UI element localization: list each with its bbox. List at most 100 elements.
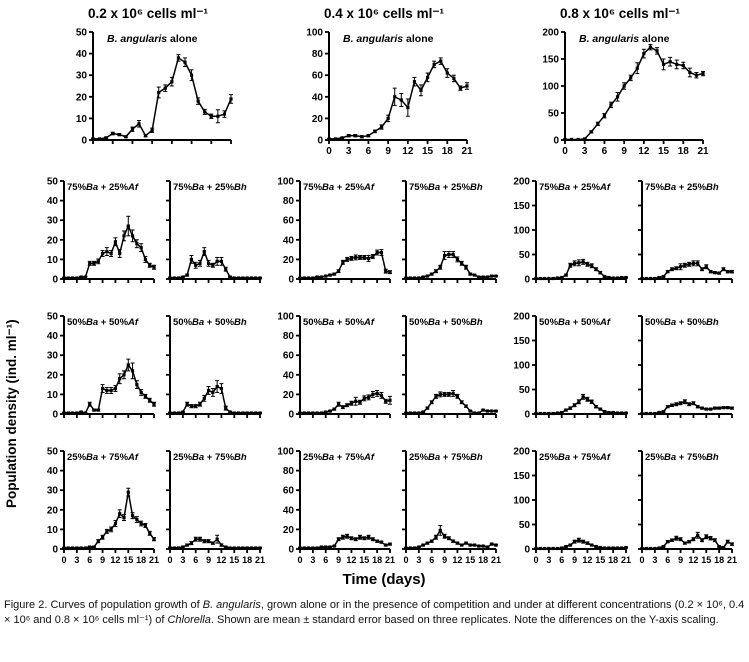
row-75-25: 0 10 20 30 40 50 75%Ba + 25%Af 75%Ba + 25%Bh	[30, 176, 266, 287]
data-points	[298, 250, 392, 280]
axes	[169, 316, 260, 415]
plot-condition-label: 25%Ba + 75%Af	[539, 452, 611, 463]
plot-50-ba-50-af-c2r2-left: 0 50 100 150 200 50%Ba + 50%Af	[513, 312, 628, 421]
y-tick-label: 80	[283, 466, 295, 477]
x-axis: 0 3 6 9 12 15 18 21	[639, 549, 737, 565]
error-bars	[62, 487, 156, 550]
y-tick-label: 80	[283, 331, 295, 342]
column-headers: 0.2 x 10⁶ cells ml⁻¹ 0.4 x 10⁶ cells ml⁻…	[30, 0, 749, 22]
y-tick-label: 20	[312, 114, 324, 125]
row-50-50: 0 50 100 150 200 50%Ba + 50%Af 50%Ba + 50%Bh	[502, 311, 738, 422]
series-line	[536, 539, 627, 550]
y-axis: 0 10 20 30 40 50	[47, 312, 64, 421]
y-tick-label: 150	[542, 55, 559, 66]
x-tick-label: 12	[638, 146, 650, 157]
plot-columns: 0 10 20 30 40 50 B. angularis alone 0 10 20 30 40 5…	[30, 26, 738, 571]
x-axis: 0 3 6 9 12 15 18 21	[297, 549, 395, 565]
x-tick-label: 12	[688, 555, 698, 565]
plot-condition-label: 50%Ba + 50%Af	[303, 317, 375, 328]
plot-condition-label: 50%Ba + 50%Af	[539, 317, 611, 328]
y-tick-label: 0	[288, 410, 294, 421]
y-tick-label: 80	[312, 49, 324, 60]
x-tick-label: 0	[297, 555, 302, 565]
x-tick-label: 0	[61, 555, 66, 565]
y-tick-label: 10	[47, 390, 59, 401]
plot-condition-label: B. angularis alone	[343, 33, 434, 45]
series-line	[406, 253, 496, 279]
column-header-0.2: 0.2 x 10⁶ cells ml⁻¹	[88, 6, 208, 21]
axes	[405, 451, 496, 550]
row-25-75: 0 10 20 30 40 50 0 3 6 9 12 15 18 21 25%Ba + 75%Af 0 3 6 9…	[30, 446, 266, 567]
y-axis: 0 20 40 60 80 100	[277, 447, 300, 556]
column-header-0.8: 0.8 x 10⁶ cells ml⁻¹	[560, 6, 680, 21]
x-tick-label: 21	[385, 555, 395, 565]
y-tick-label: 150	[513, 336, 530, 347]
plot-condition-label: B. angularis alone	[107, 33, 198, 45]
x-tick-label: 18	[136, 555, 146, 565]
x-tick-label: 3	[310, 555, 315, 565]
x-tick-label: 15	[465, 555, 475, 565]
x-tick-label: 9	[336, 555, 341, 565]
column-0.8: 0 50 100 150 200 0 3 6 9 12 15 18 21 B. angularis alo…	[502, 26, 738, 571]
data-points	[640, 400, 734, 416]
series-line	[300, 535, 391, 549]
y-tick-label: 10	[76, 114, 88, 125]
error-bars	[62, 358, 156, 415]
x-tick-label: 6	[559, 555, 564, 565]
x-tick-label: 9	[678, 555, 683, 565]
y-tick-label: 0	[52, 410, 58, 421]
x-tick-label: 21	[149, 555, 159, 565]
x-tick-label: 18	[242, 555, 252, 565]
y-tick-label: 10	[47, 255, 59, 266]
y-axis: 0 50 100 150 200	[542, 28, 565, 147]
x-axis	[535, 414, 627, 418]
x-tick-label: 3	[582, 146, 588, 157]
caption-segment: . Shown are mean ± standard error based …	[210, 613, 719, 626]
y-tick-label: 20	[283, 525, 295, 536]
plot-condition-label: 25%Ba + 75%Bh	[645, 452, 719, 463]
plot-condition-label: 50%Ba + 50%Af	[67, 317, 139, 328]
data-points	[168, 537, 262, 550]
x-tick-label: 0	[639, 555, 644, 565]
y-tick-label: 0	[524, 410, 530, 421]
plot-condition-label: 25%Ba + 75%Af	[303, 452, 375, 463]
plot-condition-label: 75%Ba + 25%Af	[539, 182, 611, 193]
x-axis: 0 3 6 9 12 15 18 21	[326, 140, 473, 157]
row-alone: 0 10 20 30 40 50 B. angularis alone	[30, 26, 266, 158]
plot-75-ba-25-bh-c1r1-right: 75%Ba + 25%Bh	[402, 180, 498, 283]
plot-75-ba-25-bh-c2r1-right: 75%Ba + 25%Bh	[638, 180, 734, 283]
axes	[169, 451, 260, 550]
x-tick-label: 15	[701, 555, 711, 565]
x-axis: 0 3 6 9 12 15 18 21	[167, 549, 265, 565]
y-tick-label: 20	[283, 255, 295, 266]
column-0.2: 0 10 20 30 40 50 B. angularis alone 0 10 20 30 40 5…	[30, 26, 266, 571]
plot-50-ba-50-af-c0r2-left: 0 10 20 30 40 50 50%Ba + 50%Af	[47, 312, 156, 421]
plot-b-angularis-alone-c1r0-left: 0 20 40 60 80 100 0 3 6 9 12 15 18 21 B. angularis alo…	[306, 28, 473, 158]
axes	[564, 32, 703, 141]
plot-condition-label: 50%Ba + 50%Bh	[173, 317, 247, 328]
x-tick-label: 0	[403, 555, 408, 565]
y-axis: 0 20 40 60 80 100	[277, 177, 300, 286]
x-tick-label: 15	[595, 555, 605, 565]
series-line	[300, 392, 391, 414]
y-tick-label: 150	[513, 201, 530, 212]
row-25-75: 0 20 40 60 80 100 0 3 6 9 12 15 18 21 25%Ba + 75%Af 0 3 6…	[266, 446, 502, 567]
caption-segment: Chlorella	[167, 613, 211, 626]
y-tick-label: 100	[306, 28, 323, 39]
x-axis	[63, 414, 155, 418]
series-line	[64, 492, 155, 549]
plot-25-ba-75-bh-c2r3-right: 0 3 6 9 12 15 18 21 25%Ba + 75%Bh	[638, 450, 737, 565]
x-tick-label: 6	[193, 555, 198, 565]
y-tick-label: 40	[47, 196, 59, 207]
data-points	[168, 249, 262, 280]
plot-25-ba-75-bh-c1r3-right: 0 3 6 9 12 15 18 21 25%Ba + 75%Bh	[402, 450, 501, 565]
y-tick-label: 0	[524, 545, 530, 556]
y-tick-label: 40	[283, 370, 295, 381]
y-tick-label: 80	[283, 196, 295, 207]
x-axis	[92, 140, 232, 144]
plot-b-angularis-alone-c0r0-left: 0 10 20 30 40 50 B. angularis alone	[76, 28, 233, 147]
data-points	[62, 363, 156, 415]
row-alone: 0 50 100 150 200 0 3 6 9 12 15 18 21 B. angularis alo…	[502, 26, 738, 158]
x-tick-label: 6	[366, 146, 372, 157]
